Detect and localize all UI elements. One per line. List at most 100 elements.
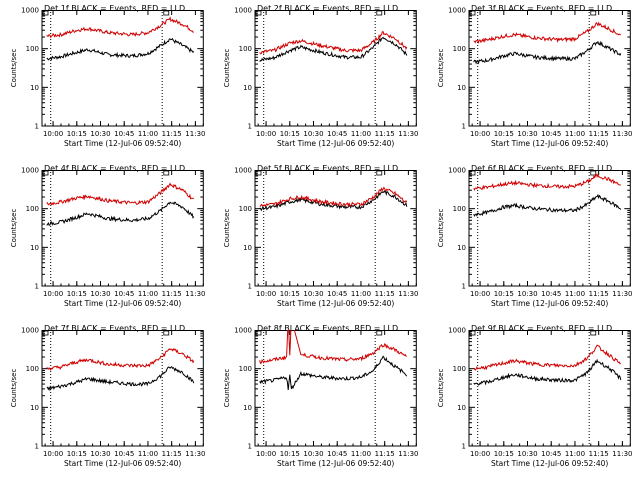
y-tick-label: 1000 — [21, 167, 39, 175]
x-tick-label: 10:15 — [493, 450, 513, 458]
x-tick-label: 11:00 — [351, 130, 371, 138]
panel-det-9: Det 9f BLACK = Events, RED = LLD 1 10 100 10… — [437, 324, 632, 468]
x-tick-label: 10:00 — [470, 450, 490, 458]
x-tick-label: 10:30 — [90, 130, 110, 138]
plot-frame — [468, 330, 631, 447]
x-tick-label: 10:30 — [90, 450, 110, 458]
x-tick-label: 11:00 — [138, 450, 158, 458]
x-tick-label: 11:15 — [375, 450, 395, 458]
y-axis-label: Counts/sec — [223, 209, 231, 248]
y-tick-label: 1000 — [21, 7, 39, 15]
x-tick-label: 11:30 — [399, 130, 419, 138]
x-tick-label: 10:15 — [280, 450, 300, 458]
series-events-line — [46, 365, 195, 392]
y-tick-label: 10 — [457, 84, 466, 92]
y-tick-label: 100 — [239, 365, 252, 373]
x-tick-label: 10:30 — [517, 130, 537, 138]
x-tick-label: 10:30 — [90, 290, 110, 298]
panel-det-6: Det 6f BLACK = Events, RED = LLD 1 10 100 10… — [437, 164, 632, 308]
marker-box — [42, 10, 49, 16]
x-tick-label: 11:00 — [351, 290, 371, 298]
x-tick-label: 10:15 — [493, 290, 513, 298]
marker-box — [376, 170, 383, 176]
plot-frame — [41, 170, 204, 287]
chart-title: Det 4f BLACK = Events, RED = LLD — [44, 164, 185, 173]
y-tick-label: 100 — [26, 205, 39, 213]
chart-title: Det 2f BLACK = Events, RED = LLD — [257, 4, 398, 13]
y-tick-label: 10 — [243, 244, 252, 252]
y-tick-label: 1 — [461, 123, 465, 131]
y-tick-label: 1000 — [234, 7, 252, 15]
y-tick-label: 10 — [457, 244, 466, 252]
panel-det-5: Det 5f BLACK = Events, RED = LLD 1 10 100 10… — [223, 164, 419, 308]
chart-title: Det 5f BLACK = Events, RED = LLD — [257, 164, 398, 173]
x-tick-label: 11:15 — [375, 290, 395, 298]
marker-box — [42, 170, 49, 176]
x-tick-label: 10:00 — [256, 290, 276, 298]
series-events-line — [259, 190, 408, 212]
series-lld-line — [46, 348, 195, 371]
y-tick-label: 100 — [26, 365, 39, 373]
x-axis-label: Start Time (12-Jul-06 09:52:40) — [64, 299, 181, 308]
series-events-line — [472, 40, 621, 65]
x-tick-label: 11:15 — [588, 450, 608, 458]
series-lld-line — [473, 21, 621, 44]
x-tick-label: 10:45 — [327, 450, 347, 458]
plot-frame — [468, 170, 631, 287]
y-tick-label: 1 — [248, 123, 252, 131]
x-axis-label: Start Time (12-Jul-06 09:52:40) — [64, 459, 181, 468]
plot-frame — [468, 10, 631, 127]
y-axis-label: Counts/sec — [437, 209, 445, 248]
y-tick-label: 1000 — [234, 327, 252, 335]
y-axis-label: Counts/sec — [10, 369, 18, 408]
y-tick-label: 10 — [243, 84, 252, 92]
x-tick-label: 10:15 — [67, 290, 87, 298]
y-tick-label: 100 — [239, 205, 252, 213]
x-tick-label: 11:00 — [138, 130, 158, 138]
x-tick-label: 11:30 — [612, 450, 632, 458]
marker-box — [469, 330, 475, 336]
series-events-line — [472, 358, 621, 386]
panel-det-8: Det 8f BLACK = Events, RED = LLD 1 10 100 10… — [223, 324, 419, 468]
chart-title: Det 7f BLACK = Events, RED = LLD — [44, 324, 185, 333]
x-tick-label: 10:45 — [114, 450, 134, 458]
x-tick-label: 10:45 — [327, 290, 347, 298]
x-tick-label: 11:00 — [564, 130, 584, 138]
y-tick-label: 10 — [30, 244, 39, 252]
panel-det-7: Det 7f BLACK = Events, RED = LLD 1 10 100 10… — [10, 324, 205, 468]
series-lld-line — [46, 16, 194, 39]
panel-det-1: Det 1f BLACK = Events, RED = LLD 1 10 100 10… — [10, 4, 205, 148]
marker-box — [376, 330, 383, 336]
marker-box — [255, 170, 262, 176]
x-tick-label: 10:15 — [280, 130, 300, 138]
x-tick-label: 11:30 — [612, 130, 632, 138]
marker-box — [255, 10, 262, 16]
x-axis-label: Start Time (12-Jul-06 09:52:40) — [491, 299, 608, 308]
x-tick-label: 11:30 — [399, 290, 419, 298]
x-axis-label: Start Time (12-Jul-06 09:52:40) — [277, 299, 394, 308]
x-tick-label: 10:30 — [304, 290, 324, 298]
panel-det-2: Det 2f BLACK = Events, RED = LLD 1 10 100 10… — [223, 4, 419, 148]
series-events-line — [259, 36, 408, 62]
y-tick-label: 1 — [461, 443, 465, 451]
x-tick-label: 11:30 — [399, 450, 419, 458]
series-lld-line — [46, 182, 194, 206]
x-tick-label: 10:15 — [280, 290, 300, 298]
series-lld-line — [259, 186, 408, 208]
x-tick-label: 11:30 — [612, 290, 632, 298]
chart-title: Det 9f BLACK = Events, RED = LLD — [471, 324, 612, 333]
x-tick-label: 10:00 — [43, 450, 63, 458]
chart-title: Det 1f BLACK = Events, RED = LLD — [44, 4, 185, 13]
y-tick-label: 100 — [239, 45, 252, 53]
x-tick-label: 11:30 — [185, 290, 205, 298]
y-tick-label: 100 — [452, 365, 465, 373]
plot-frame — [41, 10, 204, 127]
x-axis-label: Start Time (12-Jul-06 09:52:40) — [491, 459, 608, 468]
y-tick-label: 1 — [35, 123, 39, 131]
x-axis-label: Start Time (12-Jul-06 09:52:40) — [277, 459, 394, 468]
series-lld-line — [259, 31, 408, 55]
marker-box — [469, 170, 475, 176]
x-tick-label: 11:00 — [351, 450, 371, 458]
plot-frame — [254, 170, 418, 287]
y-tick-label: 1000 — [448, 7, 466, 15]
